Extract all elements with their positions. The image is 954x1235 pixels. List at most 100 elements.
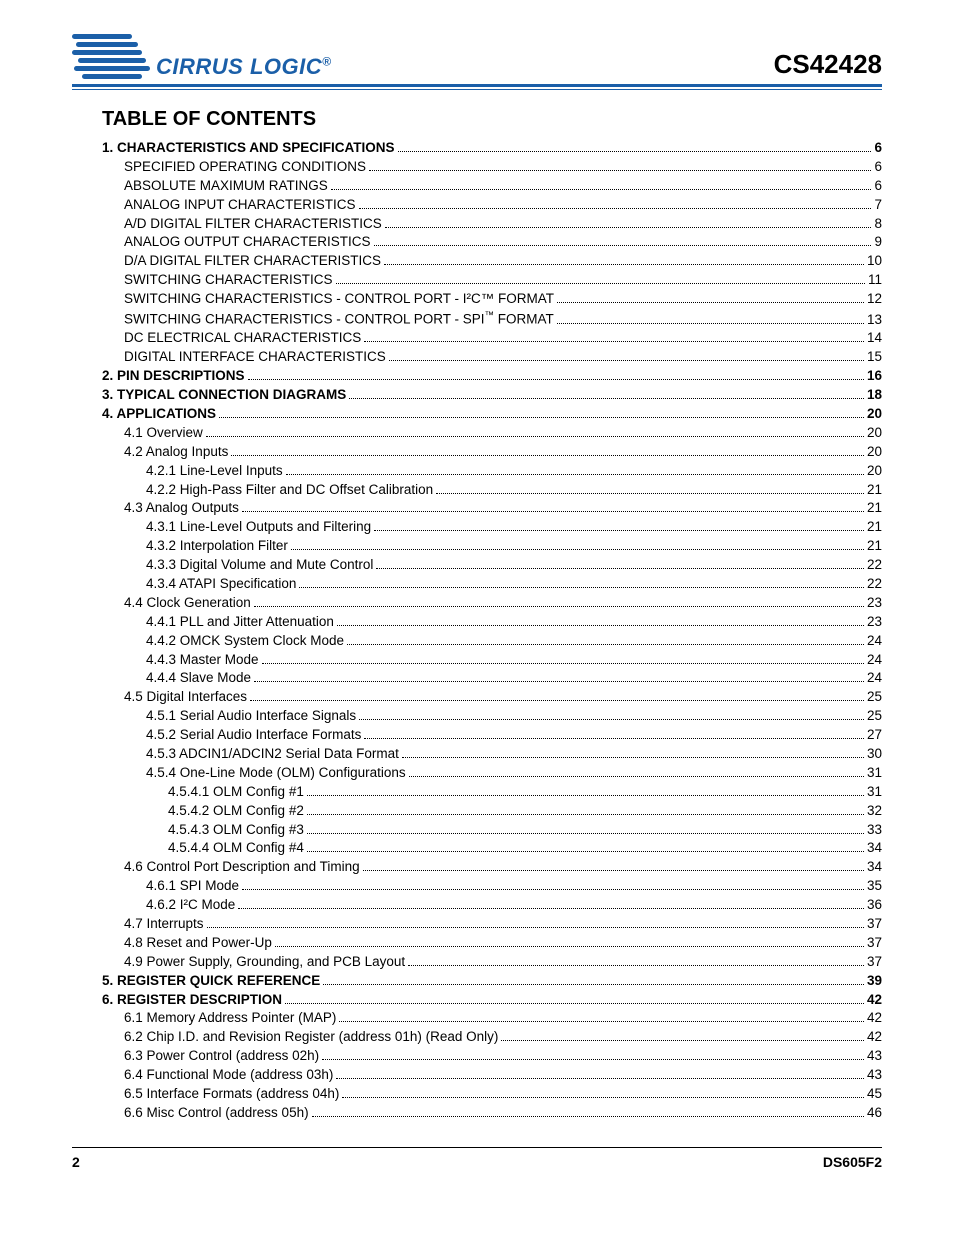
toc-page: 34 [867, 839, 882, 858]
toc-entry[interactable]: 4.2.2 High-Pass Filter and DC Offset Cal… [102, 481, 882, 500]
toc-entry[interactable]: 4.4 Clock Generation 23 [102, 594, 882, 613]
toc-entry[interactable]: D/A DIGITAL FILTER CHARACTERISTICS 10 [102, 252, 882, 271]
toc-entry[interactable]: 6.3 Power Control (address 02h) 43 [102, 1047, 882, 1066]
toc-entry[interactable]: 4.8 Reset and Power-Up 37 [102, 934, 882, 953]
part-number: CS42428 [774, 49, 882, 80]
toc-entry[interactable]: 4.5.3 ADCIN1/ADCIN2 Serial Data Format 3… [102, 745, 882, 764]
toc-label: 4.5.3 ADCIN1/ADCIN2 Serial Data Format [146, 745, 399, 764]
toc-page: 7 [874, 196, 882, 215]
toc-entry[interactable]: 4.1 Overview 20 [102, 424, 882, 443]
toc-entry[interactable]: 4.3.3 Digital Volume and Mute Control 22 [102, 556, 882, 575]
toc-entry[interactable]: 6.6 Misc Control (address 05h) 46 [102, 1104, 882, 1123]
toc-entry[interactable]: 4.6.2 I²C Mode 36 [102, 896, 882, 915]
toc-label: 4.4.2 OMCK System Clock Mode [146, 632, 344, 651]
toc-entry[interactable]: A/D DIGITAL FILTER CHARACTERISTICS 8 [102, 215, 882, 234]
toc-page: 36 [867, 896, 882, 915]
footer-page-number: 2 [72, 1154, 80, 1170]
toc-label: 6.1 Memory Address Pointer (MAP) [124, 1009, 336, 1028]
toc-page: 9 [874, 233, 882, 252]
toc-entry[interactable]: 4.4.1 PLL and Jitter Attenuation 23 [102, 613, 882, 632]
toc-entry[interactable]: 4.5.4.1 OLM Config #1 31 [102, 783, 882, 802]
toc-page: 21 [867, 518, 882, 537]
toc-entry[interactable]: SWITCHING CHARACTERISTICS 11 [102, 271, 882, 290]
toc-entry[interactable]: ANALOG INPUT CHARACTERISTICS 7 [102, 196, 882, 215]
toc-page: 20 [867, 405, 882, 424]
toc-page: 14 [867, 329, 882, 348]
toc-label: 4.9 Power Supply, Grounding, and PCB Lay… [124, 953, 405, 972]
toc-entry[interactable]: 4.6 Control Port Description and Timing … [102, 858, 882, 877]
toc-entry[interactable]: ABSOLUTE MAXIMUM RATINGS 6 [102, 177, 882, 196]
toc-leader [557, 323, 864, 324]
toc-entry[interactable]: SWITCHING CHARACTERISTICS - CONTROL PORT… [102, 309, 882, 329]
toc-page: 31 [867, 783, 882, 802]
toc-leader [557, 302, 864, 303]
toc-page: 23 [867, 594, 882, 613]
toc-entry[interactable]: 4.9 Power Supply, Grounding, and PCB Lay… [102, 953, 882, 972]
toc-entry[interactable]: 4.5.4 One-Line Mode (OLM) Configurations… [102, 764, 882, 783]
toc-leader [238, 908, 864, 909]
toc-page: 21 [867, 481, 882, 500]
toc-leader [231, 455, 864, 456]
toc-entry[interactable]: 4.5.4.2 OLM Config #2 32 [102, 802, 882, 821]
toc-entry[interactable]: 4.3.2 Interpolation Filter 21 [102, 537, 882, 556]
toc-page: 37 [867, 953, 882, 972]
table-of-contents: 1. CHARACTERISTICS AND SPECIFICATIONS 6S… [102, 139, 882, 1123]
toc-page: 12 [867, 290, 882, 309]
toc-leader [206, 436, 864, 437]
toc-entry[interactable]: 4.3.4 ATAPI Specification 22 [102, 575, 882, 594]
toc-leader [336, 283, 865, 284]
toc-entry[interactable]: 6.2 Chip I.D. and Revision Register (add… [102, 1028, 882, 1047]
toc-entry[interactable]: 4.2.1 Line-Level Inputs 20 [102, 462, 882, 481]
toc-entry[interactable]: 4.6.1 SPI Mode 35 [102, 877, 882, 896]
toc-label: 4.5.4.1 OLM Config #1 [168, 783, 304, 802]
toc-entry[interactable]: 6.1 Memory Address Pointer (MAP) 42 [102, 1009, 882, 1028]
toc-title: TABLE OF CONTENTS [102, 108, 882, 131]
toc-entry[interactable]: 4.5.1 Serial Audio Interface Signals 25 [102, 707, 882, 726]
toc-label: SWITCHING CHARACTERISTICS - CONTROL PORT… [124, 290, 554, 309]
toc-entry[interactable]: ANALOG OUTPUT CHARACTERISTICS 9 [102, 233, 882, 252]
toc-leader [364, 341, 864, 342]
toc-entry[interactable]: 4.3.1 Line-Level Outputs and Filtering 2… [102, 518, 882, 537]
toc-page: 34 [867, 858, 882, 877]
toc-entry[interactable]: 4.3 Analog Outputs 21 [102, 499, 882, 518]
toc-label: 4.3.1 Line-Level Outputs and Filtering [146, 518, 371, 537]
toc-entry[interactable]: 4.4.4 Slave Mode 24 [102, 669, 882, 688]
toc-entry[interactable]: 6.4 Functional Mode (address 03h) 43 [102, 1066, 882, 1085]
toc-label: 4.6.2 I²C Mode [146, 896, 235, 915]
toc-entry[interactable]: 4.5.4.4 OLM Config #4 34 [102, 839, 882, 858]
toc-entry[interactable]: SPECIFIED OPERATING CONDITIONS 6 [102, 158, 882, 177]
toc-entry[interactable]: 4.5.2 Serial Audio Interface Formats 27 [102, 726, 882, 745]
toc-entry[interactable]: 4.5 Digital Interfaces 25 [102, 688, 882, 707]
toc-leader [364, 738, 864, 739]
toc-entry[interactable]: 6. REGISTER DESCRIPTION 42 [102, 991, 882, 1010]
toc-entry[interactable]: 4.7 Interrupts 37 [102, 915, 882, 934]
toc-entry[interactable]: 2. PIN DESCRIPTIONS 16 [102, 367, 882, 386]
toc-label: 4.5.4.4 OLM Config #4 [168, 839, 304, 858]
toc-entry[interactable]: 4. APPLICATIONS 20 [102, 405, 882, 424]
toc-page: 37 [867, 934, 882, 953]
toc-entry[interactable]: 3. TYPICAL CONNECTION DIAGRAMS 18 [102, 386, 882, 405]
toc-page: 33 [867, 821, 882, 840]
toc-entry[interactable]: 4.2 Analog Inputs 20 [102, 443, 882, 462]
toc-entry[interactable]: 4.4.3 Master Mode 24 [102, 651, 882, 670]
toc-leader [342, 1097, 864, 1098]
toc-entry[interactable]: 4.5.4.3 OLM Config #3 33 [102, 821, 882, 840]
toc-entry[interactable]: 6.5 Interface Formats (address 04h) 45 [102, 1085, 882, 1104]
toc-entry[interactable]: 4.4.2 OMCK System Clock Mode 24 [102, 632, 882, 651]
toc-leader [408, 965, 864, 966]
toc-label: 4.4.4 Slave Mode [146, 669, 251, 688]
toc-entry[interactable]: 1. CHARACTERISTICS AND SPECIFICATIONS 6 [102, 139, 882, 158]
toc-label: ANALOG OUTPUT CHARACTERISTICS [124, 233, 371, 252]
toc-leader [398, 151, 872, 152]
toc-page: 25 [867, 688, 882, 707]
toc-entry[interactable]: 5. REGISTER QUICK REFERENCE 39 [102, 972, 882, 991]
toc-page: 31 [867, 764, 882, 783]
toc-label: 4.2 Analog Inputs [124, 443, 228, 462]
toc-page: 18 [867, 386, 882, 405]
toc-leader [409, 776, 864, 777]
toc-entry[interactable]: SWITCHING CHARACTERISTICS - CONTROL PORT… [102, 290, 882, 309]
toc-entry[interactable]: DC ELECTRICAL CHARACTERISTICS 14 [102, 329, 882, 348]
toc-page: 24 [867, 669, 882, 688]
toc-leader [307, 851, 864, 852]
toc-entry[interactable]: DIGITAL INTERFACE CHARACTERISTICS 15 [102, 348, 882, 367]
